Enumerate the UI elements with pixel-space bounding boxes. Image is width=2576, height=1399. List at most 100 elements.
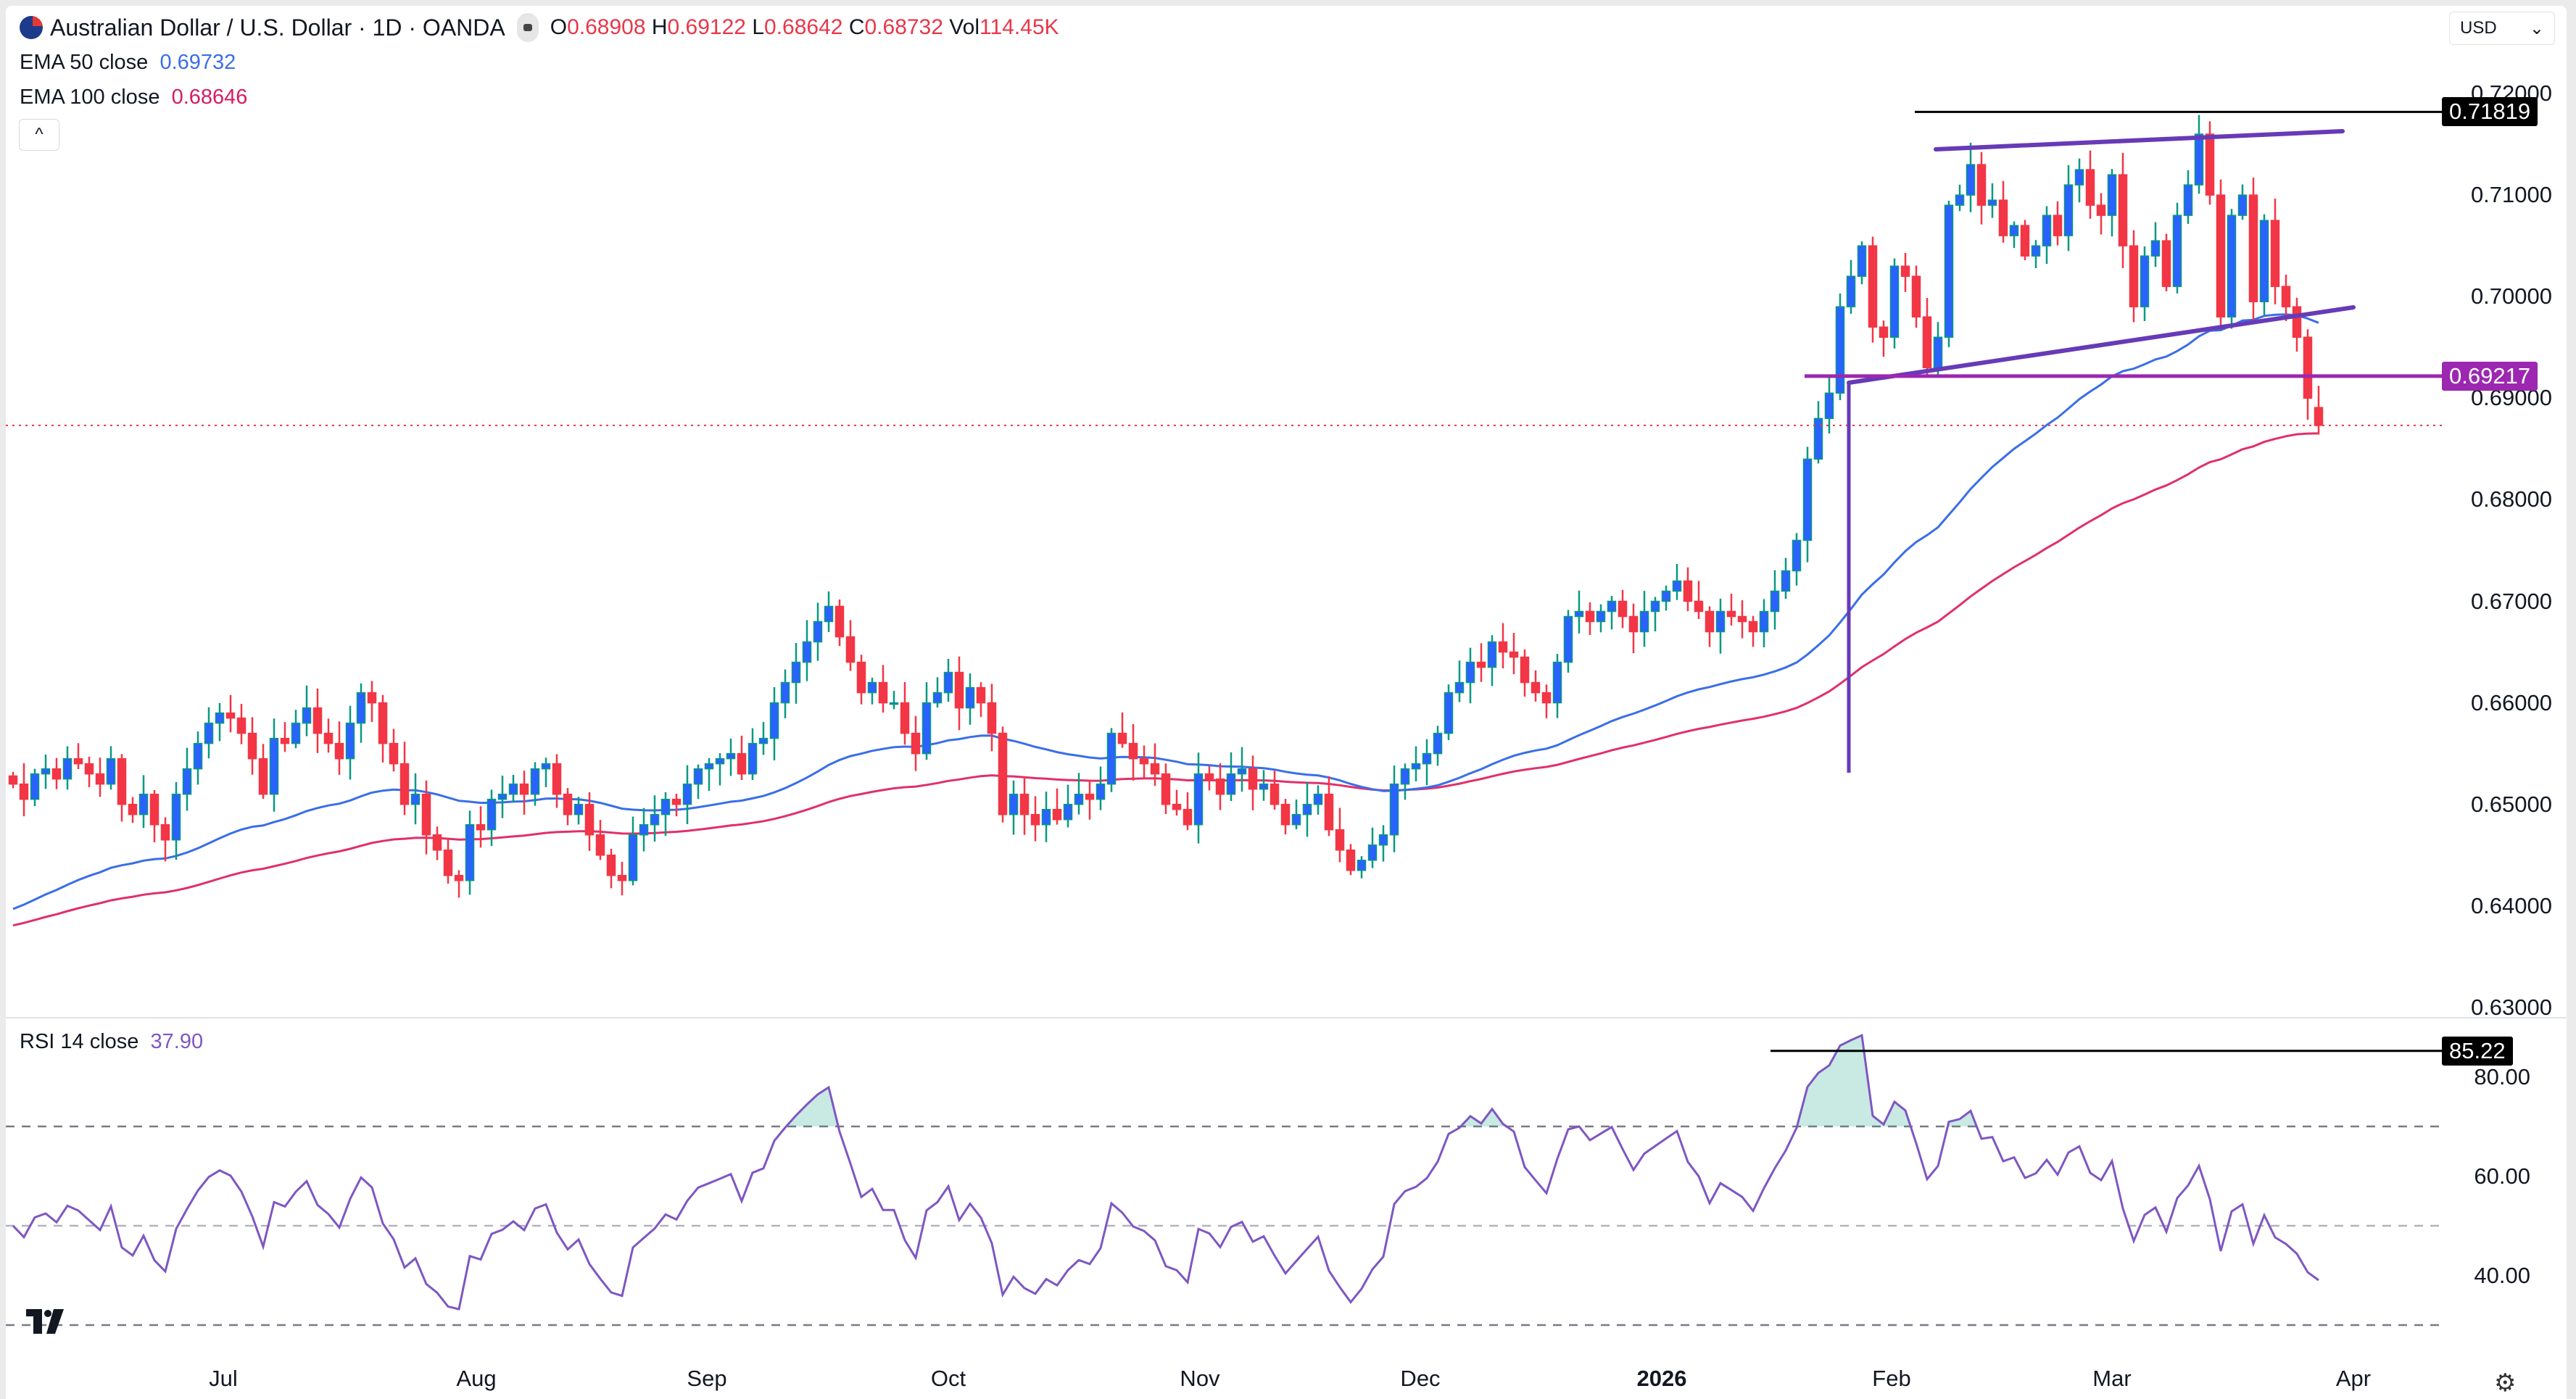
- candle[interactable]: [378, 694, 388, 763]
- candle[interactable]: [1520, 649, 1530, 697]
- tradingview-logo-icon[interactable]: [26, 1309, 70, 1334]
- candle[interactable]: [1835, 293, 1845, 400]
- candle[interactable]: [1802, 447, 1813, 562]
- candle[interactable]: [2074, 158, 2084, 203]
- candle[interactable]: [432, 826, 442, 860]
- candle[interactable]: [280, 722, 290, 752]
- candle[interactable]: [856, 655, 866, 705]
- candle[interactable]: [922, 682, 932, 760]
- candle[interactable]: [965, 673, 975, 725]
- candle[interactable]: [1552, 654, 1562, 718]
- candle[interactable]: [389, 728, 399, 772]
- candle[interactable]: [671, 794, 682, 817]
- candle[interactable]: [606, 848, 616, 889]
- candle[interactable]: [1987, 183, 1997, 218]
- candle[interactable]: [1259, 770, 1269, 801]
- candle[interactable]: [149, 789, 160, 843]
- candle[interactable]: [682, 765, 692, 824]
- candle[interactable]: [617, 861, 627, 896]
- candle[interactable]: [1792, 533, 1802, 586]
- candle[interactable]: [1019, 776, 1030, 835]
- candle[interactable]: [802, 620, 812, 681]
- candle[interactable]: [2194, 115, 2204, 194]
- candle[interactable]: [987, 684, 997, 752]
- candle[interactable]: [1868, 236, 1878, 343]
- ema50-legend[interactable]: EMA 50 close 0.69732: [20, 51, 236, 75]
- price-pane[interactable]: [8, 115, 2324, 927]
- candle[interactable]: [2085, 150, 2095, 219]
- candle[interactable]: [1541, 684, 1552, 718]
- candle[interactable]: [552, 754, 562, 808]
- candle[interactable]: [1509, 633, 1519, 675]
- candle[interactable]: [345, 705, 355, 780]
- candle[interactable]: [1661, 585, 1671, 611]
- candle[interactable]: [1966, 142, 1976, 212]
- candle[interactable]: [1324, 776, 1334, 837]
- candle[interactable]: [954, 656, 964, 731]
- candle[interactable]: [138, 775, 149, 829]
- candle[interactable]: [41, 754, 51, 789]
- candle[interactable]: [1204, 765, 1214, 791]
- candle[interactable]: [399, 742, 410, 815]
- candle[interactable]: [1128, 723, 1138, 781]
- candle[interactable]: [1531, 670, 1541, 702]
- candle[interactable]: [51, 757, 62, 789]
- candle[interactable]: [2140, 246, 2150, 322]
- candle[interactable]: [1215, 763, 1225, 810]
- candle[interactable]: [247, 717, 257, 775]
- candle[interactable]: [1639, 591, 1649, 647]
- candle[interactable]: [584, 792, 595, 851]
- candle[interactable]: [563, 788, 573, 826]
- candle[interactable]: [1226, 752, 1236, 801]
- candle[interactable]: [1596, 604, 1606, 633]
- candle[interactable]: [747, 728, 758, 780]
- candle[interactable]: [1270, 770, 1280, 810]
- candle[interactable]: [62, 746, 73, 790]
- upper-trendline[interactable]: [1934, 129, 2345, 151]
- candle[interactable]: [889, 691, 899, 710]
- candle[interactable]: [2183, 170, 2193, 224]
- candle[interactable]: [1976, 151, 1987, 225]
- candle[interactable]: [291, 710, 301, 749]
- candle[interactable]: [791, 643, 801, 704]
- candle[interactable]: [2227, 209, 2237, 329]
- candle[interactable]: [1813, 401, 1823, 464]
- candle[interactable]: [1422, 739, 1432, 786]
- candle[interactable]: [1705, 606, 1715, 647]
- candle[interactable]: [269, 718, 279, 812]
- candle[interactable]: [932, 677, 943, 708]
- candle[interactable]: [1922, 297, 1932, 378]
- symbol-legend[interactable]: Australian Dollar / U.S. Dollar · 1D · O…: [20, 13, 1059, 42]
- candle[interactable]: [1074, 773, 1084, 815]
- candle[interactable]: [824, 591, 834, 632]
- candle[interactable]: [595, 820, 605, 860]
- candle[interactable]: [334, 721, 344, 775]
- candle[interactable]: [128, 797, 138, 823]
- candle[interactable]: [117, 754, 127, 822]
- candle[interactable]: [1193, 752, 1204, 844]
- candle[interactable]: [2172, 202, 2182, 294]
- candle[interactable]: [2314, 386, 2324, 435]
- candle[interactable]: [1770, 570, 1780, 630]
- candle[interactable]: [2020, 220, 2030, 260]
- candle[interactable]: [2205, 121, 2215, 205]
- candle[interactable]: [1357, 856, 1367, 879]
- candle[interactable]: [1672, 563, 1682, 600]
- candle[interactable]: [84, 756, 94, 787]
- candle[interactable]: [356, 683, 366, 743]
- candle[interactable]: [1400, 763, 1410, 800]
- candle[interactable]: [454, 870, 464, 898]
- candle[interactable]: [1889, 258, 1900, 349]
- candle[interactable]: [693, 764, 703, 800]
- candle[interactable]: [758, 722, 769, 755]
- ema100-legend[interactable]: EMA 100 close 0.68646: [20, 86, 247, 109]
- candle[interactable]: [1759, 599, 1769, 648]
- candle[interactable]: [660, 792, 671, 836]
- candle[interactable]: [193, 731, 203, 785]
- candle[interactable]: [530, 762, 540, 806]
- candle[interactable]: [878, 665, 888, 713]
- candle[interactable]: [1628, 603, 1639, 654]
- candle[interactable]: [1106, 728, 1117, 792]
- candle[interactable]: [1183, 792, 1193, 831]
